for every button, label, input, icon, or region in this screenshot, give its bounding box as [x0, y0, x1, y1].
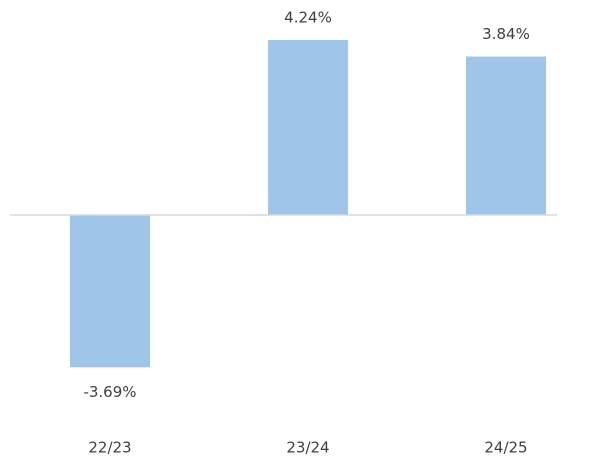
bar [268, 40, 348, 215]
x-tick-label: 22/23 [88, 439, 131, 457]
value-label: 3.84% [482, 25, 530, 43]
x-tick-label: 24/25 [484, 439, 527, 457]
value-label: 4.24% [284, 9, 332, 27]
value-label: -3.69% [83, 383, 136, 401]
x-tick-label: 23/24 [286, 439, 329, 457]
bar [466, 56, 546, 216]
bar [70, 215, 150, 368]
